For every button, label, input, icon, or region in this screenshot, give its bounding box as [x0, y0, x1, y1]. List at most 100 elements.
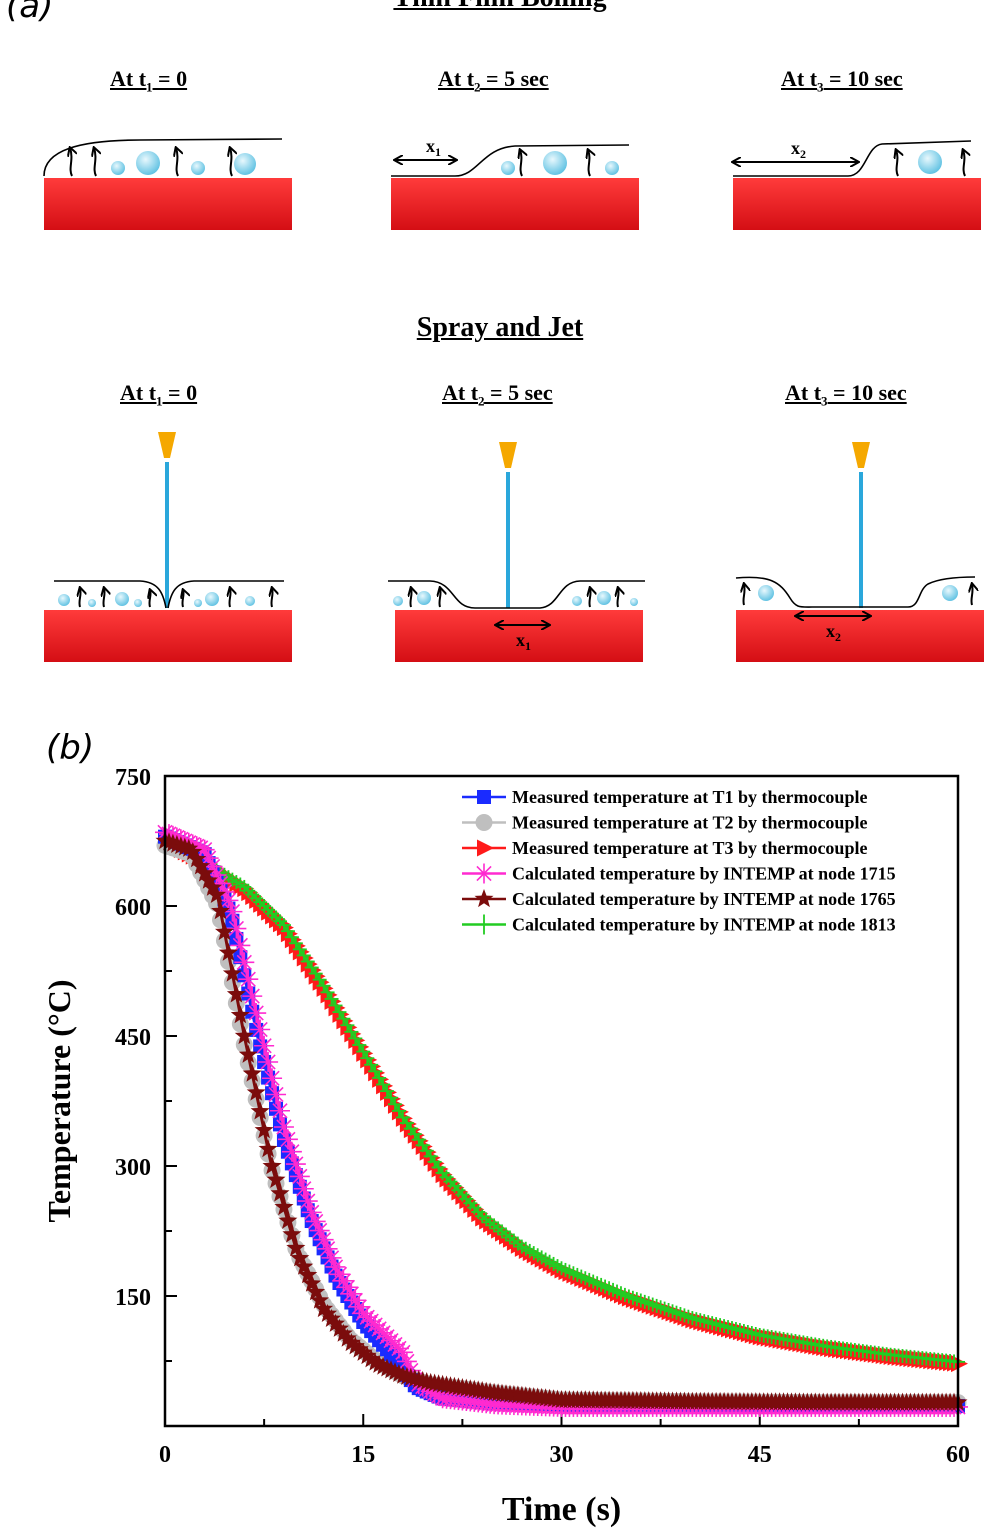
data-point — [278, 1210, 298, 1229]
legend-label: Calculated temperature by INTEMP at node… — [512, 889, 896, 909]
data-point — [242, 1063, 262, 1082]
y-tick-label: 300 — [115, 1155, 151, 1181]
nozzle — [852, 442, 870, 468]
hot-block — [733, 178, 981, 230]
data-point — [187, 849, 207, 868]
data-point — [269, 1100, 290, 1121]
data-point — [337, 1328, 357, 1347]
data-point — [951, 1355, 968, 1373]
y-tick-label: 150 — [115, 1285, 151, 1311]
legend-marker — [474, 863, 494, 884]
x-tick-label: 15 — [351, 1442, 375, 1468]
droplets — [111, 151, 256, 175]
data-point — [250, 1101, 270, 1120]
legend-label: Calculated temperature by INTEMP at node… — [512, 915, 896, 935]
data-point — [318, 1303, 338, 1322]
data-point — [179, 838, 199, 857]
legend-label: Measured temperature at T2 by thermocoup… — [512, 813, 867, 833]
data-point — [310, 1290, 330, 1309]
spray-stage-3: x2 — [735, 442, 984, 662]
legend-entry: Measured temperature at T3 by thermocoup… — [462, 838, 867, 858]
legend-entry: Calculated temperature by INTEMP at node… — [462, 863, 896, 884]
data-point — [230, 1005, 250, 1024]
data-point — [274, 1197, 294, 1216]
hot-block — [395, 610, 643, 662]
data-point — [238, 969, 259, 990]
x1-label: x1 — [426, 136, 441, 159]
data-point — [317, 1238, 338, 1259]
stage-label-t2-bottom: At t2 = 5 sec — [442, 380, 553, 409]
spray-jet-title: Spray and Jet — [416, 312, 584, 343]
temperature-chart: Measured temperature at T1 by thermocoup… — [41, 765, 970, 1528]
legend-marker — [477, 839, 494, 857]
hot-block — [44, 610, 292, 662]
panel-b-label: (b) — [46, 728, 95, 768]
data-point — [226, 918, 247, 939]
y-axis-label: Temperature (°C) — [41, 980, 77, 1223]
schematic-diagram: x1 x2 — [43, 136, 984, 662]
y-tick-label: 450 — [115, 1025, 151, 1051]
data-point — [302, 1273, 322, 1292]
x2-label-spray: x2 — [826, 621, 841, 644]
x-tick-label: 45 — [748, 1442, 772, 1468]
data-point — [262, 1156, 282, 1175]
thin-film-stage-3: x2 — [733, 138, 981, 230]
legend-marker — [475, 814, 493, 831]
series-5 — [155, 831, 968, 1411]
film-surface — [733, 140, 972, 177]
data-point — [293, 1178, 314, 1199]
data-point — [246, 1082, 266, 1101]
legend-entry: Calculated temperature by INTEMP at node… — [462, 889, 896, 909]
plot-frame — [163, 774, 960, 1428]
data-point — [349, 1339, 369, 1358]
stage-label-t3-top: At t3 = 10 sec — [781, 66, 903, 95]
data-point — [289, 1166, 310, 1187]
x1-label-spray: x1 — [516, 630, 531, 653]
data-point — [234, 952, 255, 973]
data-point — [191, 856, 211, 875]
x-axis-label: Time (s) — [502, 1491, 621, 1528]
data-point — [277, 1129, 298, 1150]
data-point — [218, 942, 238, 961]
data-point — [326, 1313, 345, 1332]
x2-label: x2 — [791, 138, 806, 161]
data-point — [353, 1342, 373, 1361]
legend-label: Measured temperature at T1 by thermocoup… — [512, 787, 867, 807]
data-point — [306, 1282, 326, 1301]
data-point — [254, 1120, 274, 1139]
data-point — [250, 1019, 271, 1040]
legend-entry: Measured temperature at T2 by thermocoup… — [462, 813, 867, 833]
stage-label-t2-top: At t2 = 5 sec — [438, 66, 549, 95]
data-point — [281, 1141, 302, 1162]
legend-marker — [474, 889, 494, 908]
data-point — [226, 984, 246, 1003]
stage-label-t1-top: At t1 = 0 — [110, 66, 188, 95]
data-point — [222, 901, 243, 922]
y-tick-label: 600 — [115, 895, 151, 921]
data-point — [242, 986, 263, 1007]
hot-block — [391, 178, 639, 230]
data-point — [203, 877, 223, 896]
thin-film-stage-1 — [43, 138, 292, 230]
panel-a-label: (a) — [6, 0, 54, 26]
legend-marker — [477, 790, 491, 804]
series-6 — [158, 836, 965, 1369]
data-point — [246, 1003, 267, 1024]
legend-label: Measured temperature at T3 by thermocoup… — [512, 838, 867, 858]
x-tick-label: 0 — [159, 1442, 171, 1468]
data-point — [238, 1044, 258, 1063]
legend-entry: Measured temperature at T1 by thermocoup… — [462, 787, 867, 807]
legend-label: Calculated temperature by INTEMP at node… — [512, 864, 896, 884]
nozzle — [499, 442, 517, 468]
stage-label-t3-bottom: At t3 = 10 sec — [785, 380, 907, 409]
data-point — [294, 1256, 314, 1275]
data-point — [282, 1224, 302, 1243]
spray-stage-1 — [44, 432, 292, 662]
data-point — [183, 842, 203, 861]
data-point — [357, 1346, 377, 1365]
data-point — [285, 1154, 306, 1175]
thin-film-stage-2: x1 — [391, 136, 639, 230]
data-point — [322, 1308, 341, 1327]
data-point — [266, 1169, 286, 1188]
data-point — [258, 1139, 278, 1158]
